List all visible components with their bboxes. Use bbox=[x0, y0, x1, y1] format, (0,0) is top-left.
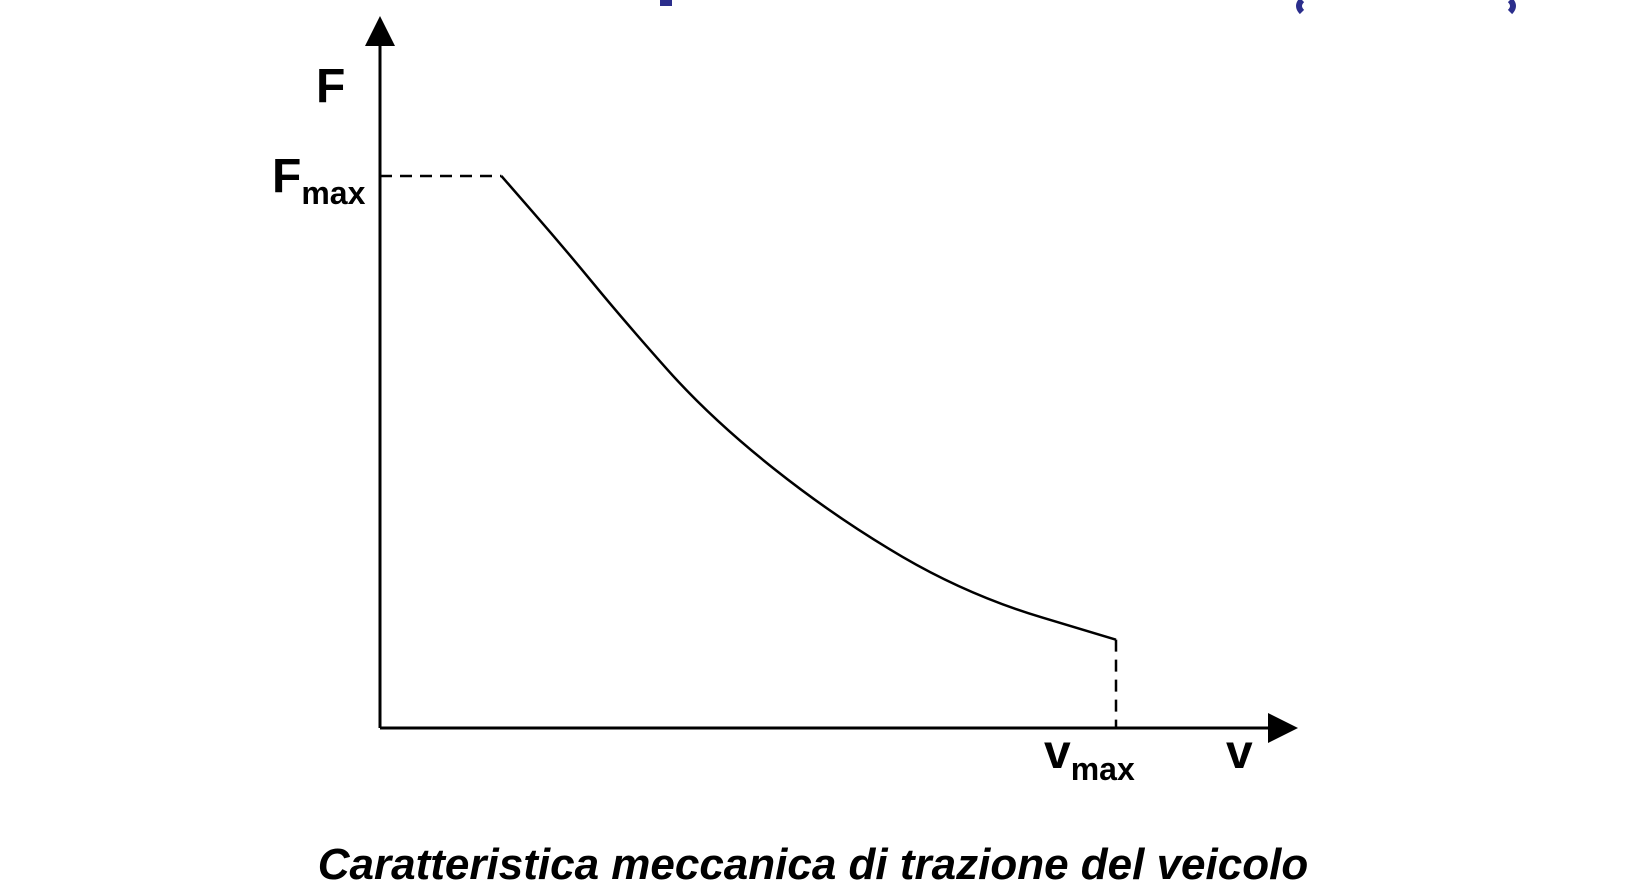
title-fragment bbox=[660, 0, 1516, 15]
fmax-label: Fmax bbox=[272, 150, 366, 211]
fmax-label-subscript: max bbox=[301, 175, 365, 211]
title-fragment-mark-3 bbox=[1507, 0, 1516, 15]
fmax-label-base: F bbox=[272, 150, 301, 203]
figure-caption: Caratteristica meccanica di trazione del… bbox=[317, 840, 1309, 889]
x-axis-label: v bbox=[1226, 726, 1253, 779]
title-fragment-mark-2 bbox=[1296, 0, 1305, 15]
traction-characteristic-curve bbox=[500, 175, 1117, 641]
y-axis-label: F bbox=[316, 60, 345, 113]
vmax-label-subscript: max bbox=[1071, 751, 1135, 787]
vmax-label-base: v bbox=[1044, 726, 1071, 779]
title-fragment-mark-1 bbox=[660, 0, 672, 6]
vmax-label: vmax bbox=[1044, 726, 1135, 787]
